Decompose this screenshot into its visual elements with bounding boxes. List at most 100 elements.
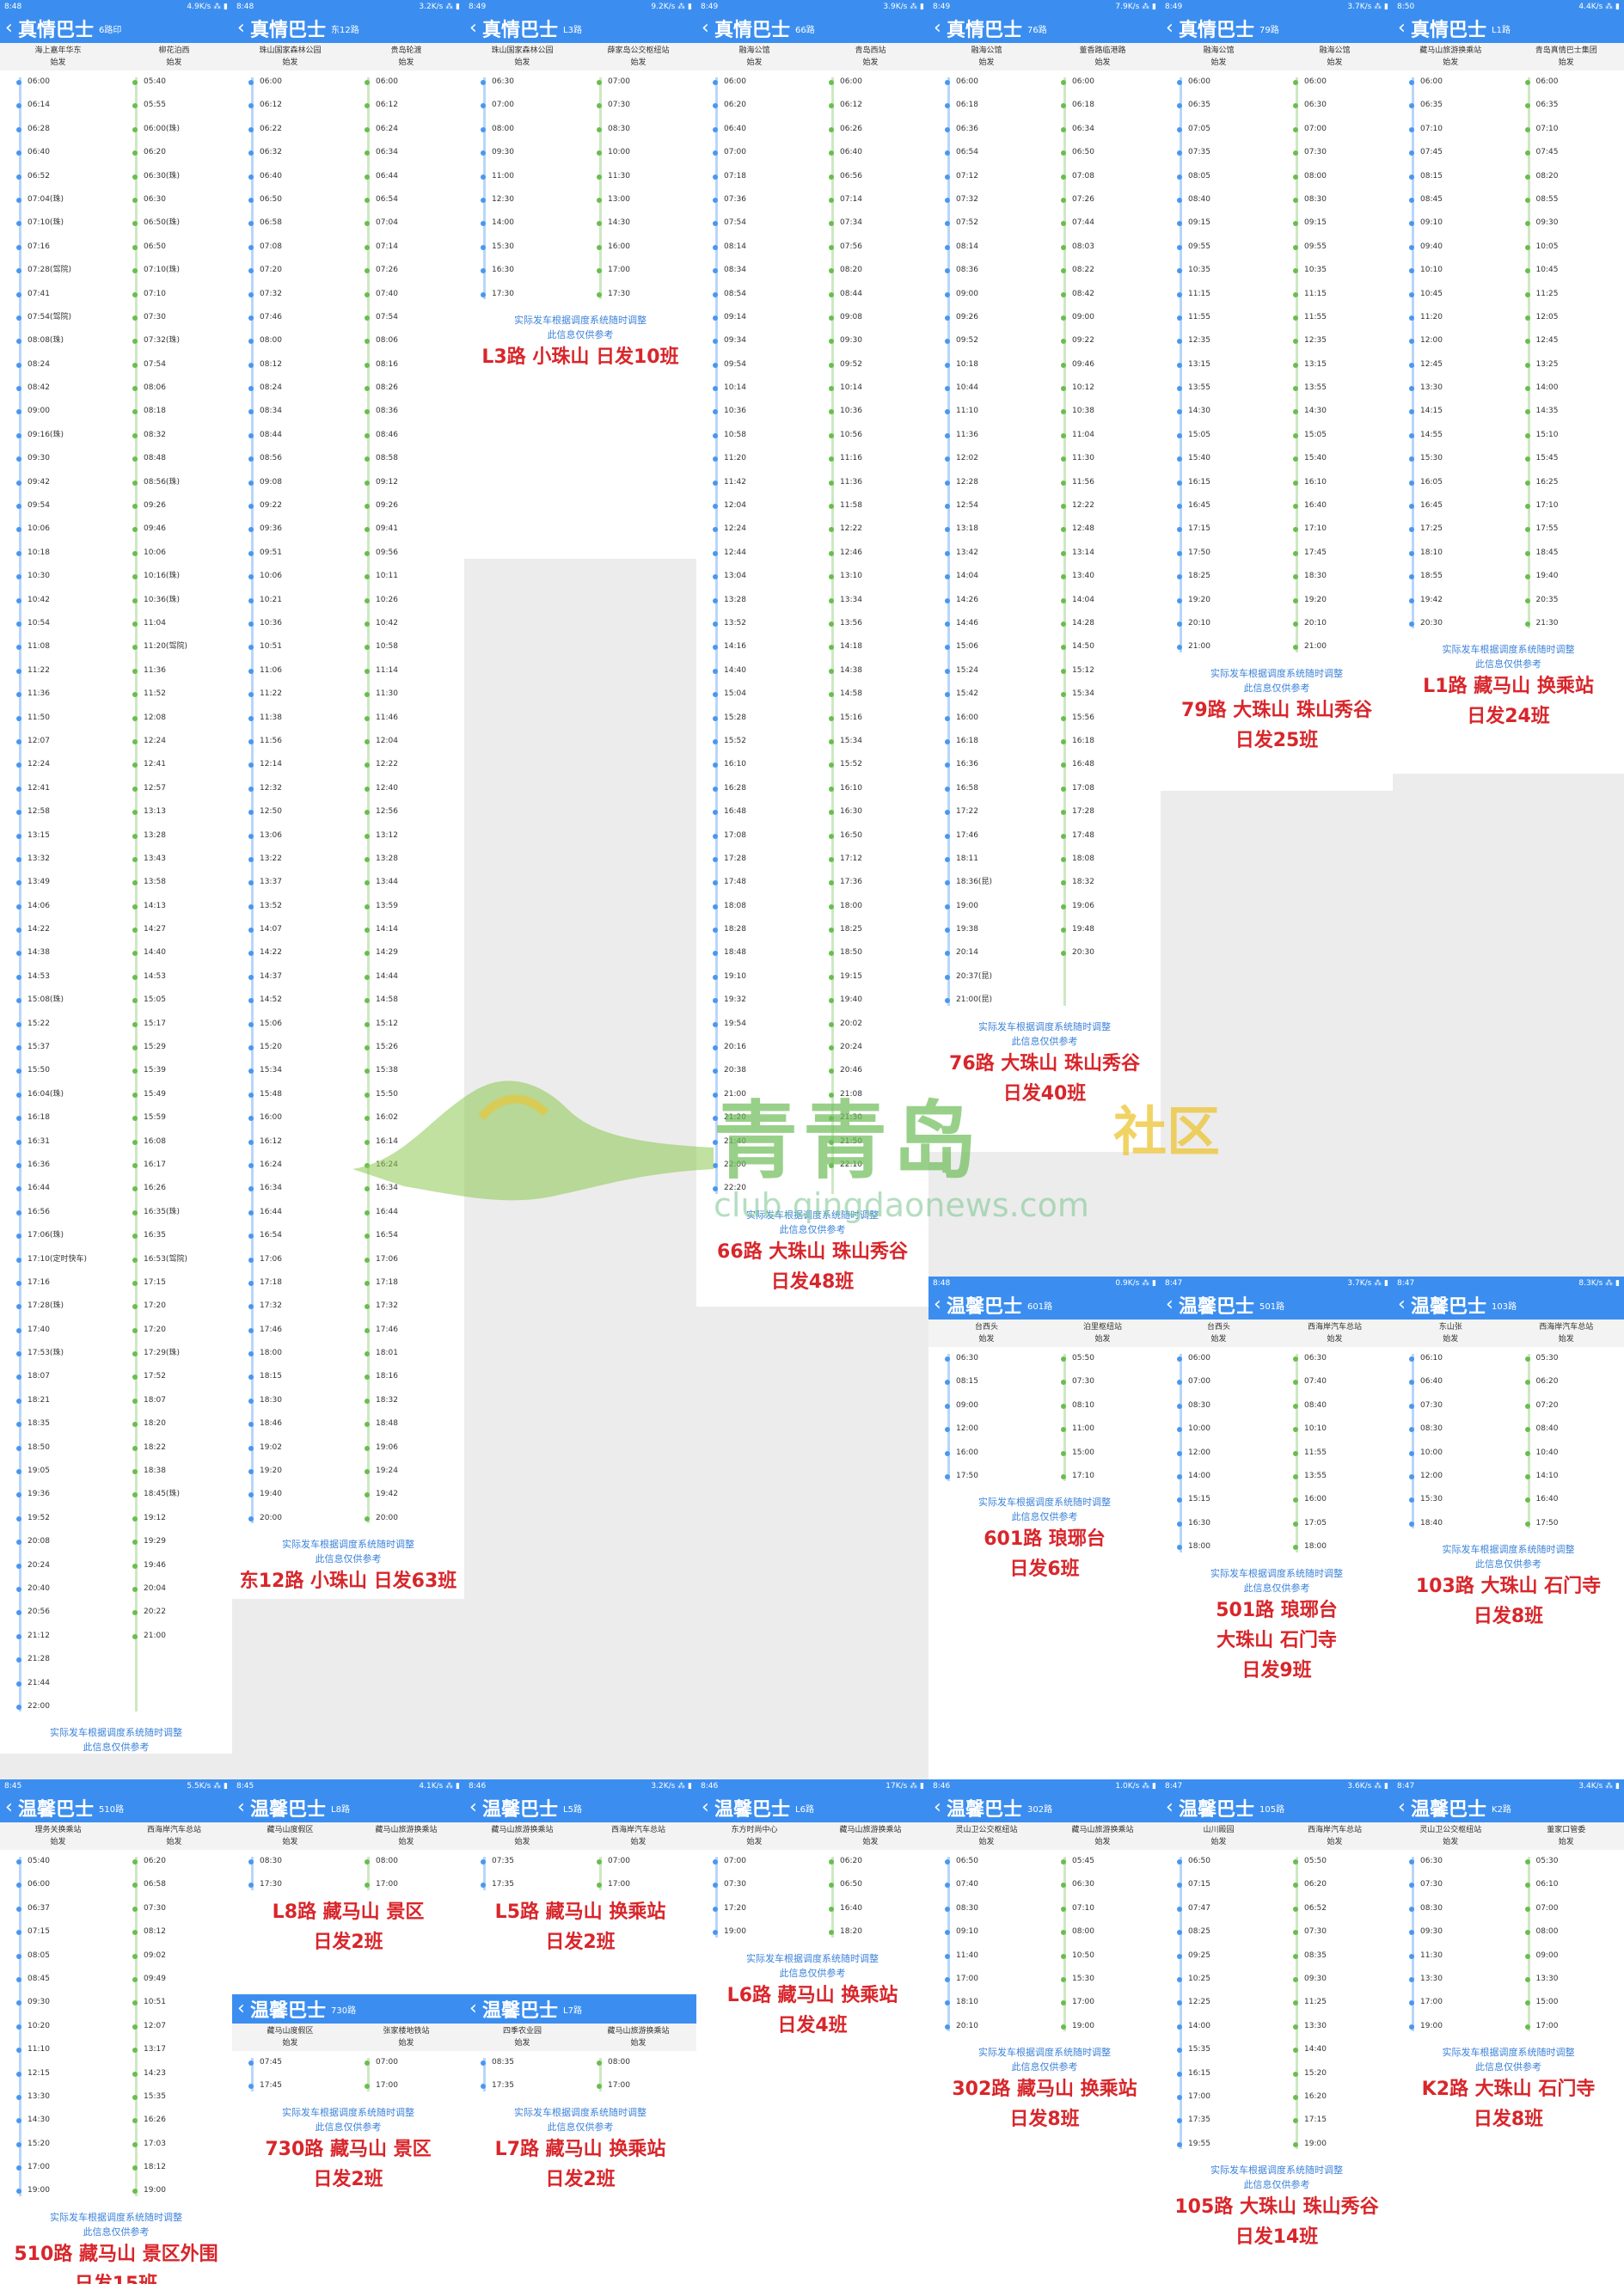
departure-time: 16:05: [1405, 471, 1509, 494]
departure-time: 16:31: [12, 1130, 116, 1154]
departure-columns: 06:30 07:00 08:00 09:30 11:00 12:30 14:00 15:30…: [464, 70, 696, 306]
back-arrow-icon[interactable]: ‹: [469, 17, 477, 39]
back-arrow-icon[interactable]: ‹: [469, 1998, 477, 2019]
back-arrow-icon[interactable]: ‹: [1166, 1294, 1174, 1315]
schedule-notice: 实际发车根据调度系统随时调整 此信息仅供参考: [50, 1727, 182, 1754]
departure-time: 06:00: [941, 70, 1045, 94]
departure-time: 10:56: [824, 424, 928, 447]
status-time: 8:46: [701, 1782, 719, 1791]
departure-time: 06:30: [1057, 1873, 1161, 1896]
departure-time: 14:50: [1057, 635, 1161, 658]
departure-time: 20:02: [824, 1013, 928, 1036]
back-arrow-icon[interactable]: ‹: [1398, 1294, 1406, 1315]
departure-time: 09:54: [12, 494, 116, 517]
departure-time: 13:55: [1289, 377, 1393, 400]
departure-time: 11:36: [941, 424, 1045, 447]
departure-time: 12:22: [360, 753, 464, 776]
departure-time: 12:25: [1173, 1991, 1277, 2014]
terminal-stop-name: 灵山卫公交枢纽站 始发: [955, 1826, 1018, 1846]
departure-time: 16:34: [360, 1177, 464, 1200]
departure-time: 14:44: [360, 965, 464, 989]
back-arrow-icon[interactable]: ‹: [1398, 17, 1406, 39]
app-header: ‹ 真情巴士 66路: [696, 14, 928, 43]
back-arrow-icon[interactable]: ‹: [1166, 17, 1174, 39]
route-number: L3路: [563, 25, 582, 35]
status-bar: 8:49 7.9K/s ⁂ ▮: [928, 0, 1161, 14]
back-arrow-icon[interactable]: ‹: [237, 17, 245, 39]
departure-time: 12:46: [824, 542, 928, 565]
departure-time: 09:10: [1405, 211, 1509, 235]
departure-time: 08:06: [360, 329, 464, 352]
departure-time: 09:22: [1057, 329, 1161, 352]
back-arrow-icon[interactable]: ‹: [5, 1797, 13, 1818]
back-arrow-icon[interactable]: ‹: [237, 1998, 245, 2019]
back-arrow-icon[interactable]: ‹: [702, 17, 709, 39]
departure-time: 07:35: [476, 1850, 580, 1873]
departure-time: 15:20: [12, 2133, 116, 2156]
departure-time: 07:46: [244, 306, 348, 329]
departure-time: 18:35: [12, 1412, 116, 1436]
back-arrow-icon[interactable]: ‹: [934, 1294, 941, 1315]
back-arrow-icon[interactable]: ‹: [469, 1797, 477, 1818]
departure-time: 09:54: [708, 353, 812, 377]
departure-time: 18:32: [360, 1389, 464, 1412]
terminal-stop-name: 薛家岛公交枢纽站 始发: [607, 46, 670, 67]
departure-time: 08:00: [476, 118, 580, 141]
departure-time: 11:30: [1057, 447, 1161, 470]
departure-time: 10:50: [1057, 1944, 1161, 1968]
departure-time: 09:10: [941, 1920, 1045, 1944]
departure-time: 14:04: [1057, 589, 1161, 612]
terminal-stop-name: 柳花泊西 始发: [158, 46, 190, 67]
departure-time: 09:55: [1289, 236, 1393, 259]
back-arrow-icon[interactable]: ‹: [1166, 1797, 1174, 1818]
departure-time: 17:00: [360, 2074, 464, 2097]
departure-time: 15:20: [1289, 2062, 1393, 2085]
departure-time: 12:02: [941, 447, 1045, 470]
departure-column: 06:00 06:14 06:28 06:40 06:52 07:04(珠) 07:10(珠…: [0, 70, 116, 1718]
departure-time: 16:40: [1289, 494, 1393, 517]
departure-time: 19:06: [1057, 895, 1161, 918]
departure-time: 20:10: [941, 2015, 1045, 2038]
back-arrow-icon[interactable]: ‹: [702, 1797, 709, 1818]
departure-time: 07:36: [708, 188, 812, 211]
departure-time: 07:16: [12, 236, 116, 259]
departure-column: 07:00 17:00: [348, 2051, 464, 2098]
departure-time: 14:40: [1289, 2038, 1393, 2061]
departure-time: 10:06: [12, 517, 116, 541]
departure-time: 07:35: [1173, 141, 1277, 164]
departure-time: 12:48: [1057, 517, 1161, 541]
departure-time: 12:22: [1057, 494, 1161, 517]
back-arrow-icon[interactable]: ‹: [237, 1797, 245, 1818]
route-number: 66路: [795, 25, 815, 35]
departure-time: 15:29: [128, 1036, 232, 1059]
departure-time: 16:10: [824, 777, 928, 800]
back-arrow-icon[interactable]: ‹: [1398, 1797, 1406, 1818]
departure-time: 17:50: [1173, 542, 1277, 565]
departure-time: 08:03: [1057, 236, 1161, 259]
departure-time: 13:10: [824, 565, 928, 588]
back-arrow-icon[interactable]: ‹: [934, 17, 941, 39]
departure-time: 08:00: [244, 329, 348, 352]
departure-columns: 06:10 06:40 07:30 08:30 10:00 12:00 15:30 18:40…: [1393, 1347, 1624, 1535]
status-bar: 8:47 3.4K/s ⁂ ▮: [1393, 1779, 1624, 1793]
departure-time: 11:15: [1173, 283, 1277, 306]
terminal-stops: 理务关换乘站 始发 西海岸汽车总站 始发: [0, 1822, 232, 1850]
departure-time: 06:32: [244, 141, 348, 164]
departure-time: 17:30: [244, 1873, 348, 1896]
departure-time: 14:15: [1405, 400, 1509, 423]
departure-time: 09:08: [824, 306, 928, 329]
departure-time: 10:00: [1405, 1442, 1509, 1465]
departure-time: 14:00: [1521, 377, 1624, 400]
departure-time: 14:40: [708, 659, 812, 683]
status-icons: 3.2K/s ⁂ ▮: [419, 3, 460, 11]
departure-time: 08:40: [1289, 1394, 1393, 1418]
departure-time: 06:30: [128, 188, 232, 211]
back-arrow-icon[interactable]: ‹: [5, 17, 13, 39]
route-annotation: L3路 小珠山 日发10班: [481, 346, 679, 368]
departure-time: 10:38: [1057, 400, 1161, 423]
back-arrow-icon[interactable]: ‹: [934, 1797, 941, 1818]
terminal-stop-name: 融海公馆 始发: [1203, 46, 1235, 67]
status-icons: 3.9K/s ⁂ ▮: [883, 3, 924, 11]
departure-time: 13:18: [941, 517, 1045, 541]
departure-time: 08:12: [244, 353, 348, 377]
